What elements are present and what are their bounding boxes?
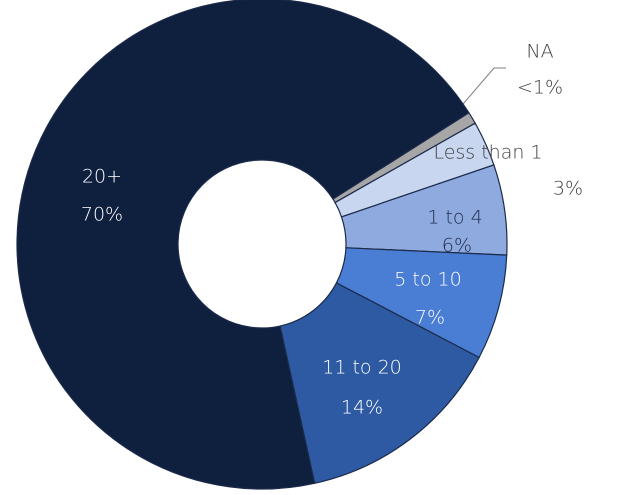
slice-label: 1 to 4 [427,207,482,229]
slice-value-label: <1% [517,77,563,99]
slice-value-label: 70% [81,204,123,226]
slice-value-label: 6% [442,235,472,257]
slice-label: 5 to 10 [394,269,461,291]
slice-label: Less than 1 [433,142,542,164]
slice-value-label: 7% [415,307,445,329]
slice-label: NA [526,41,553,63]
slice-label: 11 to 20 [322,357,402,379]
slice-label: 20+ [82,166,122,188]
slice-value-label: 14% [341,397,383,419]
donut-slice [16,0,470,490]
slice-value-label: 3% [553,178,583,200]
donut-slice [279,282,480,485]
